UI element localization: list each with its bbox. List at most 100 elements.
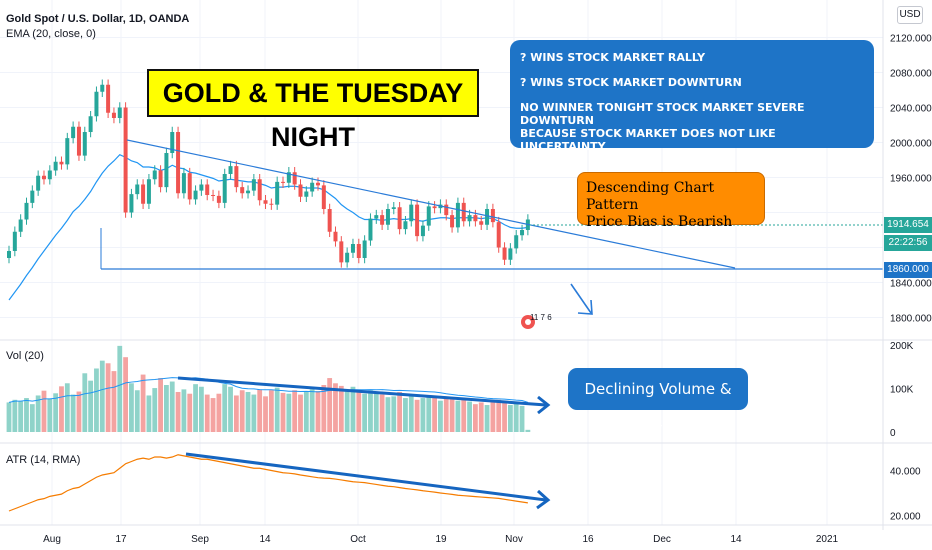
candle-body — [432, 206, 437, 209]
volume-bar — [478, 402, 484, 432]
descending-trendline — [126, 139, 736, 269]
volume-bar — [356, 391, 362, 432]
volume-bar — [263, 396, 268, 432]
candle-body — [7, 251, 11, 258]
volume-bar — [99, 360, 105, 432]
volume-bar — [449, 397, 455, 432]
volume-bar — [467, 401, 472, 432]
candle-body — [176, 132, 181, 194]
volume-bar — [105, 363, 111, 432]
volume-bar — [6, 402, 12, 432]
volume-bar — [251, 394, 257, 432]
volume-bar — [181, 389, 187, 432]
candle-body — [514, 235, 519, 249]
candle-body — [240, 187, 245, 194]
volume-bar — [327, 378, 333, 432]
volume-bar — [298, 394, 303, 432]
volume-bar — [169, 381, 175, 432]
volume-bar — [18, 401, 24, 432]
candle-body — [41, 175, 46, 180]
candle-body — [485, 209, 490, 225]
candle-body — [53, 161, 58, 171]
volume-bar — [414, 399, 420, 432]
candle-body — [18, 219, 23, 232]
volume-bar — [222, 384, 228, 432]
volume-bar — [315, 391, 321, 432]
volume-bar — [274, 387, 280, 432]
candle-body — [275, 181, 280, 205]
volume-bar — [438, 400, 443, 432]
volume-bar — [338, 385, 344, 432]
candle-body — [76, 126, 81, 156]
volume-bar — [88, 380, 94, 432]
candle-body — [234, 166, 239, 188]
earnings-label[interactable]: 11 7 6 — [530, 313, 552, 322]
volume-bar — [403, 398, 408, 432]
volume-legend[interactable]: Vol (20) — [6, 350, 44, 362]
ema-polyline — [8, 154, 528, 301]
volume-bar — [455, 400, 461, 432]
candle-body — [117, 107, 122, 118]
volume-bar — [123, 357, 128, 432]
candle-body — [36, 175, 41, 191]
volume-bar — [309, 389, 315, 432]
candle-body — [158, 170, 163, 188]
time-tick-label: Oct — [350, 534, 366, 545]
volume-bar — [368, 390, 373, 432]
candle-body — [222, 174, 227, 203]
time-tick-label: Dec — [653, 534, 671, 545]
candle-body — [152, 170, 157, 180]
atr-arrow-head — [536, 489, 551, 510]
volume-bar — [420, 398, 426, 432]
pattern-annotation: Descending Chart Pattern Price Bias is B… — [577, 172, 765, 230]
volume-bar — [59, 386, 64, 432]
volume-bar — [507, 405, 513, 432]
volume-bar — [461, 398, 467, 432]
trendline-drawings[interactable] — [100, 139, 883, 510]
atr-tick-label: 20.000 — [890, 512, 921, 523]
atr-legend[interactable]: ATR (14, RMA) — [6, 454, 81, 466]
volume-bar — [76, 391, 82, 432]
info-line: ? WINS STOCK MARKET DOWNTURN — [520, 76, 742, 89]
title-annotation: GOLD & THE TUESDAY NIGHT — [147, 69, 479, 152]
volume-bar — [29, 404, 35, 432]
candle-body — [520, 230, 525, 236]
candle-body — [345, 252, 350, 263]
symbol-title[interactable]: Gold Spot / U.S. Dollar, 1D, OANDA — [6, 13, 190, 25]
info-line: NO WINNER TONIGHT STOCK MARKET SEVERE DO… — [520, 101, 805, 127]
candle-body — [193, 190, 198, 200]
volume-bar — [82, 373, 88, 432]
currency-button[interactable]: USD — [897, 6, 923, 24]
candle-body — [327, 209, 332, 232]
volume-bar — [519, 405, 525, 432]
candle-body — [385, 209, 390, 225]
time-tick-label: 16 — [582, 534, 594, 545]
volume-bar — [239, 390, 245, 432]
pattern-line: Price Bias is Bearish — [586, 214, 733, 230]
volume-bar — [362, 393, 368, 432]
candle-body — [333, 231, 338, 242]
candle-body — [420, 225, 425, 237]
candle-body — [71, 126, 76, 139]
candle-body — [496, 222, 501, 248]
time-tick-label: 19 — [435, 534, 447, 545]
time-tick-label: Aug — [43, 534, 61, 545]
volume-bar — [233, 395, 239, 432]
volume-bar — [47, 398, 53, 432]
ema-legend[interactable]: EMA (20, close, 0) — [6, 28, 96, 40]
candle-body — [315, 182, 320, 186]
earnings-flag-dot — [525, 319, 531, 325]
time-tick-label: 2021 — [816, 534, 839, 545]
volume-bar — [117, 345, 123, 432]
volume-bar — [321, 385, 327, 432]
volume-bar — [408, 394, 414, 432]
candle-body — [281, 181, 286, 183]
volume-tick-label: 100K — [890, 385, 914, 396]
candle-body — [380, 215, 385, 225]
candle-body — [403, 221, 408, 230]
candle-body — [286, 172, 291, 183]
candle-body — [12, 231, 17, 251]
volume-bar — [158, 378, 163, 432]
volume-bar — [280, 392, 286, 432]
